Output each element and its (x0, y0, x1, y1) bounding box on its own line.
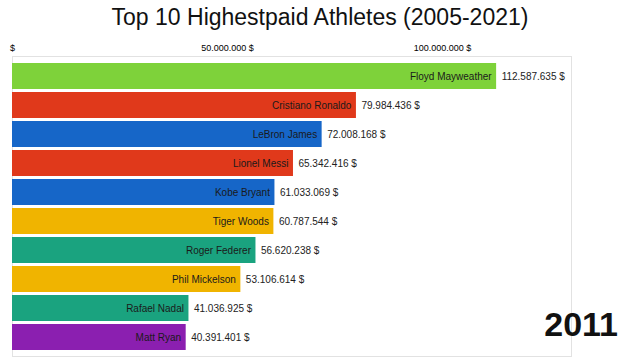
svg-text:100.000.000 $: 100.000.000 $ (414, 43, 472, 53)
svg-text:Cristiano Ronaldo: Cristiano Ronaldo (272, 100, 352, 111)
svg-text:Phil Mickelson: Phil Mickelson (172, 274, 236, 285)
svg-text:60.787.544 $: 60.787.544 $ (279, 216, 338, 227)
svg-text:Rafael Nadal: Rafael Nadal (126, 303, 184, 314)
svg-text:$: $ (10, 43, 15, 53)
svg-text:41.036.925 $: 41.036.925 $ (194, 303, 253, 314)
svg-text:53.106.614 $: 53.106.614 $ (246, 274, 305, 285)
svg-text:LeBron James: LeBron James (253, 129, 317, 140)
svg-text:112.587.635 $: 112.587.635 $ (502, 71, 566, 82)
svg-text:Tiger Woods: Tiger Woods (213, 216, 269, 227)
svg-text:Kobe Bryant: Kobe Bryant (215, 187, 270, 198)
svg-text:61.033.069 $: 61.033.069 $ (280, 187, 339, 198)
svg-text:65.342.416 $: 65.342.416 $ (298, 158, 357, 169)
svg-text:Matt Ryan: Matt Ryan (136, 332, 182, 343)
svg-text:50.000.000 $: 50.000.000 $ (201, 43, 254, 53)
svg-text:Lionel Messi: Lionel Messi (233, 158, 289, 169)
svg-text:72.008.168 $: 72.008.168 $ (327, 129, 386, 140)
svg-text:56.620.238 $: 56.620.238 $ (261, 245, 320, 256)
svg-text:79.984.436 $: 79.984.436 $ (361, 100, 420, 111)
html-text:2011: 2011 (544, 305, 618, 343)
svg-text:Floyd Mayweather: Floyd Mayweather (410, 71, 492, 82)
html-text:Top 10 Highestpaid Athletes (2: Top 10 Highestpaid Athletes (2005-2021) (111, 4, 529, 30)
svg-text:Roger Federer: Roger Federer (186, 245, 252, 256)
svg-text:40.391.401 $: 40.391.401 $ (191, 332, 250, 343)
